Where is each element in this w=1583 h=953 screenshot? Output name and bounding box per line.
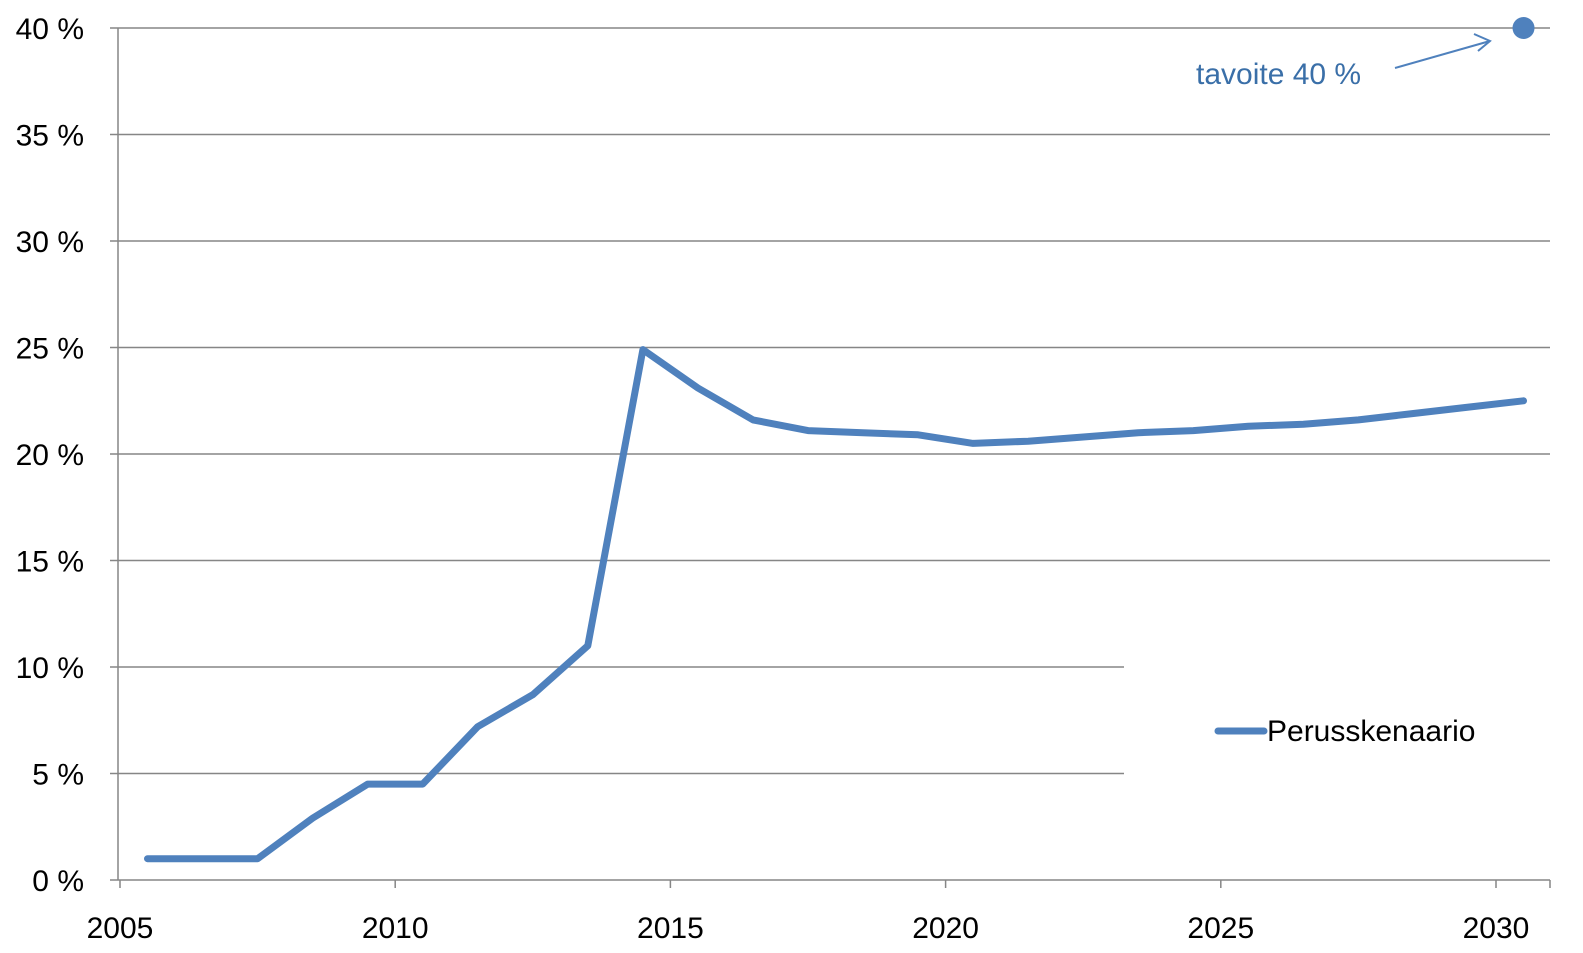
target-label: tavoite 40 %: [1196, 58, 1361, 91]
series-lines: [144, 346, 1527, 863]
x-tick-label: 2030: [1463, 912, 1530, 945]
y-tick-label: 10 %: [16, 652, 84, 685]
y-tick-label: 5 %: [32, 759, 84, 792]
target-annotation: tavoite 40 %: [1196, 17, 1535, 91]
y-tick-label: 30 %: [16, 226, 84, 259]
x-tick-label: 2020: [912, 912, 979, 945]
axes: [110, 27, 1551, 888]
y-tick-label: 40 %: [16, 13, 84, 46]
y-tick-label: 15 %: [16, 546, 84, 579]
legend: Perusskenaario: [1214, 715, 1475, 748]
annotation-arrowhead: [1473, 33, 1492, 52]
target-marker: [1512, 17, 1535, 39]
x-tick-labels: 2005 2010 2015 2020 2025 2030: [87, 912, 1530, 945]
x-tick-label: 2010: [362, 912, 429, 945]
annotation-arrow: [1394, 40, 1491, 69]
series-line: [144, 346, 1527, 863]
legend-label: Perusskenaario: [1267, 715, 1475, 748]
y-tick-label: 20 %: [16, 439, 84, 472]
x-tick-label: 2015: [637, 912, 704, 945]
x-tick-label: 2025: [1187, 912, 1254, 945]
y-tick-label: 25 %: [16, 333, 84, 366]
y-tick-label: 35 %: [16, 120, 84, 153]
y-tick-labels: 5 % 10 % 15 % 20 % 25 % 30 % 35 % 40 % 0 %: [16, 13, 84, 898]
grid-lines: [118, 27, 1550, 775]
x-tick-label: 2005: [87, 912, 154, 945]
y-tick-label: 0 %: [32, 865, 84, 898]
